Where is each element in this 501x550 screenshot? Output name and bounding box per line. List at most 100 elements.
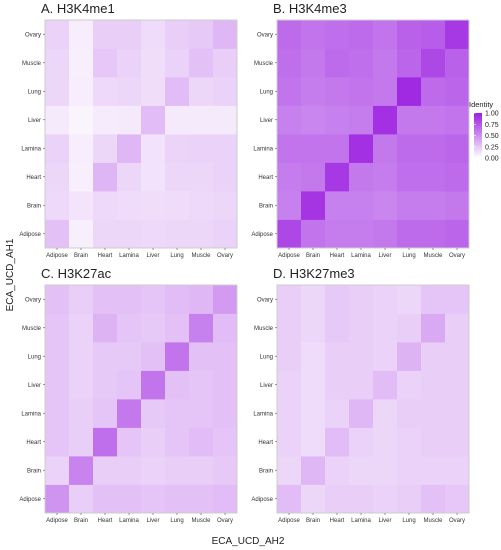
heatmap-cell: Brain / Ovary: 0.18 (213, 191, 238, 220)
heatmap-cell: Muscle / Heart: 0.34 (93, 313, 118, 343)
x-tick-label: Lamina (119, 518, 139, 524)
heatmap-cell: Brain / Muscle: 0.22 (189, 456, 214, 485)
x-tick-label: Lung (170, 253, 183, 259)
heatmap-cell: Ovary / Adipose: 0.66 (277, 20, 302, 49)
heatmap-cell: Lamina / Adipose: 0.62 (277, 134, 302, 163)
heatmap-cell: Lung / Heart: 0.24 (93, 342, 118, 371)
heatmap-cell: Heart / Brain: 0.16 (301, 427, 326, 457)
heatmap-cell: Brain / Muscle: 0.2 (421, 456, 446, 485)
heatmap-cell: Liver / Muscle: 0.1 (189, 105, 214, 135)
heatmap-cell: Muscle / Lung: 0.68 (397, 48, 422, 78)
panel-title: D. H3K27me3 (273, 266, 355, 281)
heatmap-cell: Lamina / Liver: 0.24 (141, 399, 166, 428)
heatmap-cell: Adipose / Ovary: 0.3 (213, 484, 238, 514)
heatmap-cell: Ovary / Muscle: 0.32 (189, 285, 214, 314)
heatmap-cell: Heart / Muscle: 0.22 (421, 427, 446, 457)
heatmap-cell: Adipose / Adipose: 0.28 (45, 219, 70, 249)
heatmap-cell: Brain / Muscle: 0.58 (421, 191, 446, 220)
heatmap-cell: Brain / Brain: 0.12 (69, 191, 94, 220)
heatmap-cell: Muscle / Adipose: 0.64 (277, 48, 302, 78)
heatmap-cell: Adipose / Lamina: 0.22 (349, 484, 374, 514)
x-tick-label: Ovary (449, 518, 465, 524)
x-tick-label: Liver (378, 253, 391, 259)
heatmap-cell: Lung / Liver: 0.2 (373, 342, 398, 371)
heatmap-cell: Liver / Muscle: 0.22 (421, 370, 446, 400)
heatmap-cell: Heart / Adipose: 0.18 (45, 162, 70, 192)
heatmap-cell: Liver / Lamina: 0.26 (117, 370, 142, 400)
heatmap-cell: Adipose / Lung: 0.22 (397, 484, 422, 514)
heatmap-cell: Lamina / Lamina: 0.92 (349, 134, 374, 163)
y-tick-label: Lamina (253, 146, 273, 152)
heatmap-cell: Lung / Muscle: 0.18 (189, 77, 214, 106)
heatmap-cell: Heart / Heart: 0.3 (325, 427, 350, 457)
heatmap-cell: Liver / Heart: 0.22 (325, 370, 350, 400)
y-tick-label: Ovary (257, 297, 273, 303)
heatmap-cell: Adipose / Brain: 0.07 (69, 219, 94, 249)
heatmap-cell: Heart / Ovary: 0.2 (213, 162, 238, 192)
heatmap-cell: Liver / Brain: 0.2 (69, 370, 94, 400)
heatmap-cell: Ovary / Muscle: 0.72 (421, 20, 446, 49)
heatmap-cell: Adipose / Lamina: 0.28 (117, 484, 142, 514)
y-tick-label: Heart (258, 440, 273, 446)
x-tick-label: Ovary (449, 253, 465, 259)
heatmap-cell: Ovary / Liver: 0.26 (141, 285, 166, 314)
x-tick-label: Adipose (278, 518, 300, 524)
heatmap-cell: Lung / Ovary: 0.22 (445, 342, 470, 371)
heatmap-cell: Lung / Muscle: 0.28 (189, 342, 214, 371)
heatmap-cell: Ovary / Ovary: 0.45 (213, 285, 238, 314)
legend-colorbar (474, 113, 482, 158)
heatmap-cell: Muscle / Brain: 0.18 (301, 313, 326, 343)
heatmap-cell: Lamina / Lamina: 0.6 (117, 399, 142, 428)
heatmap-cell: Ovary / Adipose: 0.28 (45, 285, 70, 314)
heatmap-cell: Brain / Liver: 0.54 (373, 191, 398, 220)
heatmap-cell: Ovary / Muscle: 0.26 (421, 285, 446, 314)
heatmap-cell: Adipose / Liver: 0.2 (373, 484, 398, 514)
heatmap-cell: Liver / Lamina: 0.58 (349, 105, 374, 135)
y-tick-label: Lung (260, 354, 273, 360)
heatmap-cell: Adipose / Muscle: 0.28 (421, 484, 446, 514)
heatmap-cell: Lung / Heart: 0.22 (325, 342, 350, 371)
heatmap-cell: Ovary / Brain: 0.08 (69, 20, 94, 49)
heatmap-cell: Lamina / Lung: 0.66 (397, 134, 422, 163)
heatmap-cell: Ovary / Lung: 0.22 (165, 20, 190, 49)
y-axis-label: ECA_UCD_AH1 (5, 238, 16, 311)
heatmap-cell: Brain / Lamina: 0.56 (349, 191, 374, 220)
heatmap-cell: Ovary / Ovary: 0.88 (445, 20, 470, 49)
y-tick-label: Lamina (21, 411, 41, 417)
heatmap-cell: Muscle / Brain: 0.07 (69, 48, 94, 78)
heatmap-cell: Brain / Heart: 0.2 (325, 456, 350, 485)
heatmap-cell: Muscle / Lamina: 0.2 (117, 48, 142, 78)
heatmap-cell: Muscle / Lung: 0.28 (165, 313, 190, 343)
y-tick-label: Brain (27, 203, 41, 209)
heatmap-cell: Heart / Lung: 0.26 (165, 427, 190, 457)
heatmap-cell: Heart / Lamina: 0.18 (117, 162, 142, 192)
heatmap-cell: Lung / Ovary: 0.68 (445, 77, 470, 106)
heatmap-cell: Lamina / Lung: 0.19 (165, 134, 190, 163)
heatmap-cell: Lung / Ovary: 0.2 (213, 77, 238, 106)
heatmap-cell: Heart / Lung: 0.64 (397, 162, 422, 192)
heatmap-cell: Heart / Brain: 0.07 (69, 162, 94, 192)
y-tick-label: Muscle (254, 61, 274, 67)
y-tick-label: Liver (28, 118, 41, 124)
heatmap-cell: Brain / Brain: 0.55 (69, 456, 94, 485)
heatmap-cell: Lamina / Muscle: 0.2 (189, 134, 214, 163)
panel-border (276, 284, 470, 514)
x-tick-label: Muscle (191, 253, 211, 259)
legend-tick-label: 0.75 (485, 122, 499, 129)
x-tick-label: Brain (306, 518, 320, 524)
legend-tick-label: 0.25 (485, 144, 499, 151)
heatmap-cell: Brain / Lamina: 0.16 (117, 191, 142, 220)
heatmap-cell: Brain / Ovary: 0.24 (213, 456, 238, 485)
heatmap-cell: Muscle / Ovary: 0.3 (213, 313, 238, 343)
heatmap-cell: Heart / Muscle: 0.3 (189, 427, 214, 457)
x-tick-label: Liver (146, 253, 159, 259)
heatmap-cell: Lung / Lamina: 0.22 (349, 342, 374, 371)
heatmap-cell: Ovary / Brain: 0.18 (301, 285, 326, 314)
heatmap-cell: Liver / Adipose: 0.1 (45, 105, 70, 135)
heatmap-cell: Lung / Brain: 0.16 (301, 342, 326, 371)
heatmap-cell: Muscle / Liver: 0.6 (373, 48, 398, 78)
heatmap-cell: Heart / Lamina: 0.6 (349, 162, 374, 192)
